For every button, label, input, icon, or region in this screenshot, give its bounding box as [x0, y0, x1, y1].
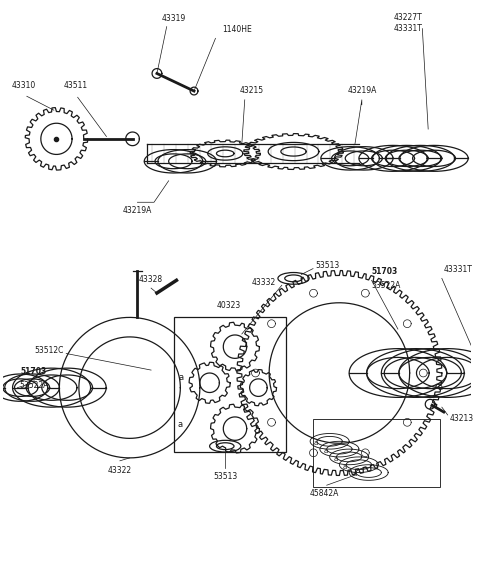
Text: 1140HE: 1140HE	[222, 25, 252, 35]
Text: 53512C: 53512C	[34, 346, 63, 355]
Text: 43219A: 43219A	[123, 206, 152, 215]
Text: a: a	[334, 456, 337, 462]
Text: a: a	[179, 373, 184, 383]
Text: 43227T: 43227T	[393, 13, 422, 22]
Text: 53513: 53513	[315, 261, 339, 270]
Text: a: a	[343, 464, 348, 469]
Text: 43319: 43319	[161, 13, 186, 23]
Text: 53513: 53513	[213, 472, 237, 481]
Text: 53522A: 53522A	[372, 281, 401, 290]
Text: 51703: 51703	[21, 367, 47, 376]
Text: 43215: 43215	[240, 86, 264, 95]
Text: 51703: 51703	[372, 267, 398, 277]
Text: a: a	[437, 383, 443, 392]
Text: 43213: 43213	[450, 414, 474, 423]
Text: 43219A: 43219A	[347, 86, 376, 95]
Text: 40323: 40323	[217, 301, 241, 309]
Bar	[313, 419, 440, 487]
Text: 43331T: 43331T	[393, 25, 422, 33]
Bar	[174, 318, 286, 452]
Text: a: a	[314, 440, 318, 447]
Text: 53522A: 53522A	[19, 380, 48, 390]
Text: 43310: 43310	[12, 81, 36, 90]
Text: 43332: 43332	[252, 278, 276, 287]
Text: 43322: 43322	[108, 466, 132, 475]
Text: 43331T: 43331T	[444, 265, 473, 274]
Text: a: a	[324, 448, 328, 454]
Text: 43328: 43328	[139, 275, 163, 284]
Text: 45842A: 45842A	[310, 489, 339, 498]
Text: a: a	[178, 420, 183, 429]
Text: 43511: 43511	[64, 81, 88, 90]
Text: a: a	[353, 472, 357, 478]
